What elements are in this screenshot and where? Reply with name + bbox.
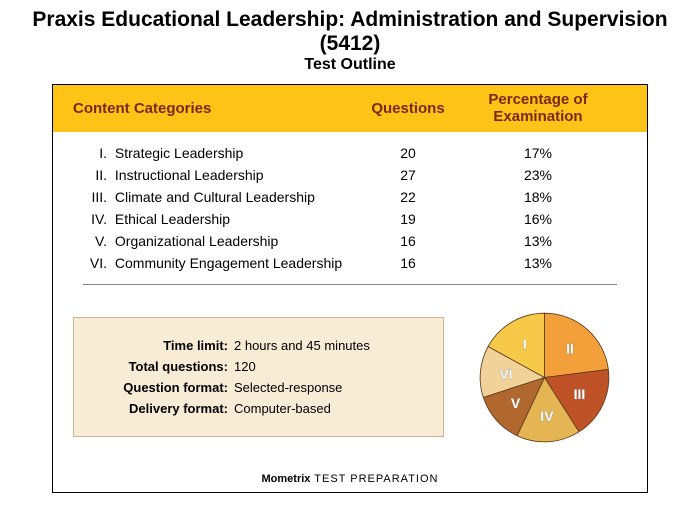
row-questions: 27: [353, 167, 463, 183]
table-header: Content Categories Questions Percentage …: [53, 85, 647, 132]
pie-slice-label: IV: [540, 407, 554, 423]
pie-chart: IIIIIIVVVII: [462, 295, 627, 460]
footer-tag: TEST PREPARATION: [310, 473, 438, 485]
row-percentage: 13%: [463, 255, 613, 271]
row-percentage: 23%: [463, 167, 613, 183]
info-box: Time limit:2 hours and 45 minutesTotal q…: [73, 317, 444, 437]
pie-slice-label: III: [574, 385, 586, 401]
pie-slice-label: V: [511, 394, 521, 410]
info-label: Time limit:: [94, 338, 234, 353]
table-row: II. Instructional Leadership2723%: [53, 164, 647, 186]
row-percentage: 16%: [463, 211, 613, 227]
pie-slice-label: I: [523, 336, 527, 352]
row-category: I. Strategic Leadership: [53, 145, 353, 161]
row-percentage: 18%: [463, 189, 613, 205]
footer: Mometrix TEST PREPARATION: [53, 468, 647, 492]
table-row: V. Organizational Leadership1613%: [53, 230, 647, 252]
row-questions: 20: [353, 145, 463, 161]
row-category: IV. Ethical Leadership: [53, 211, 353, 227]
lower-section: Time limit:2 hours and 45 minutesTotal q…: [53, 295, 647, 468]
info-value: 120: [234, 359, 423, 374]
row-category: V. Organizational Leadership: [53, 233, 353, 249]
table-row: VI. Community Engagement Leadership1613%: [53, 252, 647, 274]
info-value: 2 hours and 45 minutes: [234, 338, 423, 353]
info-label: Delivery format:: [94, 401, 234, 416]
info-label: Total questions:: [94, 359, 234, 374]
footer-brand: Mometrix: [262, 473, 311, 485]
table-row: IV. Ethical Leadership1916%: [53, 208, 647, 230]
table-row: III. Climate and Cultural Leadership2218…: [53, 186, 647, 208]
info-line: Total questions:120: [94, 359, 423, 374]
outline-card: Content Categories Questions Percentage …: [52, 84, 648, 493]
row-questions: 16: [353, 255, 463, 271]
row-percentage: 13%: [463, 233, 613, 249]
info-line: Time limit:2 hours and 45 minutes: [94, 338, 423, 353]
page-title: Praxis Educational Leadership: Administr…: [0, 0, 700, 56]
row-category: II. Instructional Leadership: [53, 167, 353, 183]
divider: [83, 284, 617, 285]
table-body: I. Strategic Leadership2017%II. Instruct…: [53, 132, 647, 280]
row-category: III. Climate and Cultural Leadership: [53, 189, 353, 205]
pie-slice-label: VI: [499, 365, 512, 381]
row-questions: 19: [353, 211, 463, 227]
info-line: Delivery format:Computer-based: [94, 401, 423, 416]
table-row: I. Strategic Leadership2017%: [53, 142, 647, 164]
info-label: Question format:: [94, 380, 234, 395]
header-percentage: Percentage of Examination: [463, 91, 613, 126]
page-subtitle: Test Outline: [0, 56, 700, 74]
header-categories: Content Categories: [53, 100, 353, 117]
header-questions: Questions: [353, 100, 463, 117]
row-questions: 16: [353, 233, 463, 249]
info-value: Computer-based: [234, 401, 423, 416]
row-category: VI. Community Engagement Leadership: [53, 255, 353, 271]
info-line: Question format:Selected-response: [94, 380, 423, 395]
pie-slice: [545, 313, 609, 377]
row-percentage: 17%: [463, 145, 613, 161]
info-value: Selected-response: [234, 380, 423, 395]
pie-slice-label: II: [566, 340, 574, 356]
row-questions: 22: [353, 189, 463, 205]
